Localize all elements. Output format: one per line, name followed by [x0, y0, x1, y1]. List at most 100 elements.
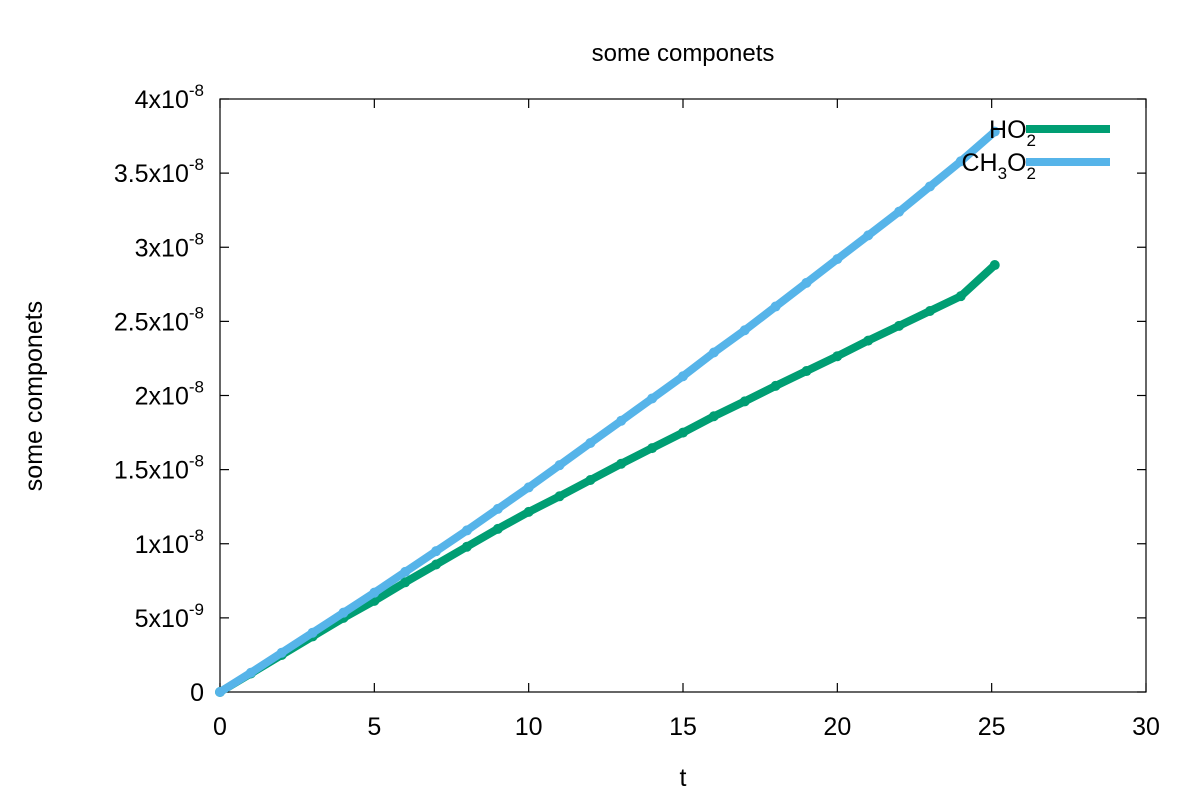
data-point	[801, 366, 812, 377]
data-point	[276, 647, 287, 658]
data-point	[616, 458, 627, 469]
y-tick-mantissa: 1.5x10	[114, 457, 189, 485]
y-tick-label: 3x10-8	[135, 229, 204, 262]
data-point	[832, 351, 843, 362]
legend-label-text: CH	[962, 149, 998, 177]
legend-label-subscript: 3	[998, 164, 1007, 183]
data-point	[955, 156, 966, 167]
y-tick-mantissa: 1x10	[135, 531, 189, 559]
y-tick-exponent: -8	[189, 452, 204, 471]
data-point	[215, 687, 225, 697]
data-point	[989, 260, 1000, 271]
data-point	[708, 411, 719, 422]
legend-entry: CH3O2	[962, 149, 1110, 183]
data-point	[924, 305, 935, 316]
data-point	[801, 277, 812, 288]
data-point	[554, 460, 565, 471]
x-tick-label: 25	[978, 713, 1006, 741]
y-tick-mantissa: 2.5x10	[114, 308, 189, 336]
y-axis-ticks: 05x10-91x10-81.5x10-82x10-82.5x10-83x10-…	[114, 81, 1146, 707]
legend-label-text: O	[1007, 149, 1026, 177]
series-CH3O2	[215, 126, 1000, 697]
y-tick-label: 0	[190, 679, 204, 707]
data-point	[678, 427, 688, 438]
legend-label: HO2	[989, 116, 1036, 150]
legend-label-text: HO	[989, 116, 1027, 144]
series-HO2	[215, 260, 1000, 697]
x-tick-label: 15	[669, 713, 697, 741]
data-point	[492, 523, 503, 534]
y-tick-label: 2.5x10-8	[114, 303, 204, 336]
y-tick-label: 2x10-8	[135, 378, 204, 411]
y-tick-label: 3.5x10-8	[114, 155, 204, 188]
data-point	[400, 566, 411, 577]
y-tick-mantissa: 5x10	[135, 605, 189, 633]
y-tick-label: 1.5x10-8	[114, 452, 204, 485]
data-point	[894, 206, 905, 217]
data-point	[739, 396, 750, 407]
y-tick-exponent: -8	[189, 303, 204, 322]
data-point	[739, 325, 750, 336]
y-tick-mantissa: 2x10	[135, 383, 189, 411]
data-point	[338, 607, 349, 618]
data-point	[585, 437, 596, 448]
legend-label-subscript: 2	[1027, 131, 1036, 150]
data-point	[431, 559, 442, 570]
data-point	[585, 475, 596, 486]
data-point	[369, 587, 380, 598]
chart-title: some componets	[592, 40, 775, 67]
y-tick-exponent: -9	[189, 600, 204, 619]
data-point	[678, 371, 688, 382]
data-point	[770, 301, 781, 312]
x-tick-label: 30	[1132, 713, 1160, 741]
y-axis-title: some componets	[20, 301, 48, 491]
data-point	[989, 126, 1000, 137]
data-point	[894, 320, 905, 331]
data-point	[523, 506, 534, 517]
x-tick-label: 10	[515, 713, 543, 741]
legend-label-subscript: 2	[1027, 164, 1036, 183]
legend-label: CH3O2	[962, 149, 1037, 183]
x-tick-label: 5	[367, 713, 381, 741]
data-point	[863, 335, 874, 346]
x-axis-title: t	[680, 764, 687, 792]
data-point	[708, 347, 719, 358]
data-point	[955, 291, 966, 302]
legend-entry: HO2	[989, 116, 1110, 150]
x-tick-label: 20	[823, 713, 851, 741]
data-point	[245, 667, 256, 678]
data-point	[461, 541, 472, 552]
y-tick-mantissa: 4x10	[135, 86, 189, 114]
y-tick-label: 5x10-9	[135, 600, 204, 633]
data-point	[461, 525, 472, 536]
data-point	[924, 181, 935, 192]
data-point	[554, 491, 565, 502]
data-point	[307, 627, 318, 638]
series-line	[216, 127, 999, 696]
data-point	[647, 393, 658, 404]
y-tick-exponent: -8	[189, 229, 204, 248]
y-tick-mantissa: 0	[190, 679, 204, 707]
data-point	[400, 577, 411, 588]
y-tick-mantissa: 3x10	[135, 234, 189, 262]
data-point	[863, 230, 874, 241]
data-point	[616, 415, 627, 426]
data-point	[647, 443, 658, 454]
data-point	[523, 482, 534, 493]
series-group	[215, 126, 1000, 697]
data-point	[492, 503, 503, 514]
series-line	[216, 261, 999, 696]
x-tick-label: 0	[213, 713, 227, 741]
data-point	[431, 546, 442, 557]
x-axis-ticks: 0 5 10 15 20 25 30	[213, 99, 1160, 741]
y-tick-label: 4x10-8	[135, 81, 204, 114]
y-tick-exponent: -8	[189, 155, 204, 174]
y-tick-label: 1x10-8	[135, 526, 204, 559]
data-point	[832, 254, 843, 265]
y-tick-exponent: -8	[189, 378, 204, 397]
data-point	[770, 380, 781, 391]
y-tick-exponent: -8	[189, 81, 204, 100]
y-tick-exponent: -8	[189, 526, 204, 545]
